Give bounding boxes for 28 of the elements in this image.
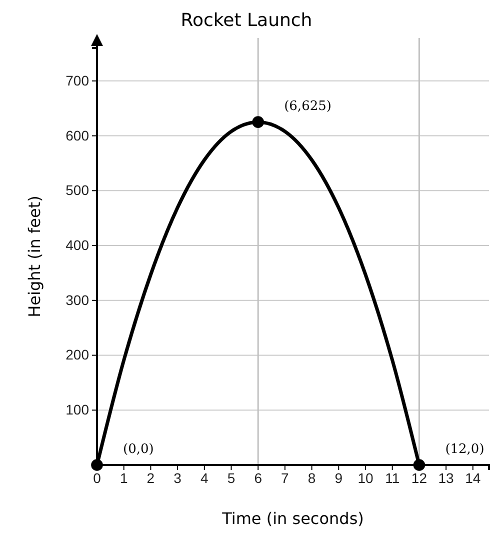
x-tick-label: 1 — [120, 470, 128, 486]
x-tick-label: 13 — [438, 470, 454, 486]
annotation: (0,0) — [123, 442, 154, 457]
x-tick-label: 7 — [281, 470, 290, 486]
x-axis-title: Time (in seconds) — [221, 509, 364, 528]
x-tick-label: 5 — [227, 470, 236, 486]
x-tick-label: 0 — [93, 470, 102, 486]
x-tick-label: 3 — [174, 470, 182, 486]
x-tick-label: 10 — [358, 470, 374, 486]
x-tick-label: 12 — [411, 470, 428, 486]
y-tick-label: 100 — [66, 402, 90, 418]
y-tick-label: 400 — [66, 237, 90, 254]
y-tick-label: 200 — [66, 346, 90, 363]
x-tick-label: 11 — [385, 470, 400, 486]
annotation: (6,625) — [284, 99, 332, 114]
x-tick-label: 14 — [465, 470, 481, 486]
chart-title: Rocket Launch — [180, 10, 312, 31]
y-tick-label: 500 — [66, 182, 90, 198]
x-tick-label: 6 — [254, 470, 262, 486]
x-tick-label: 2 — [146, 470, 155, 486]
y-axis-title: Height (in feet) — [25, 196, 44, 318]
x-tick-label: 4 — [200, 470, 208, 486]
x-tick-label: 9 — [334, 470, 343, 486]
annotation: (12,0) — [445, 442, 484, 457]
y-tick-label: 300 — [66, 292, 90, 308]
y-tick-label: 700 — [66, 72, 90, 88]
y-tick-label: 600 — [66, 127, 90, 144]
x-tick-label: 8 — [308, 470, 316, 486]
